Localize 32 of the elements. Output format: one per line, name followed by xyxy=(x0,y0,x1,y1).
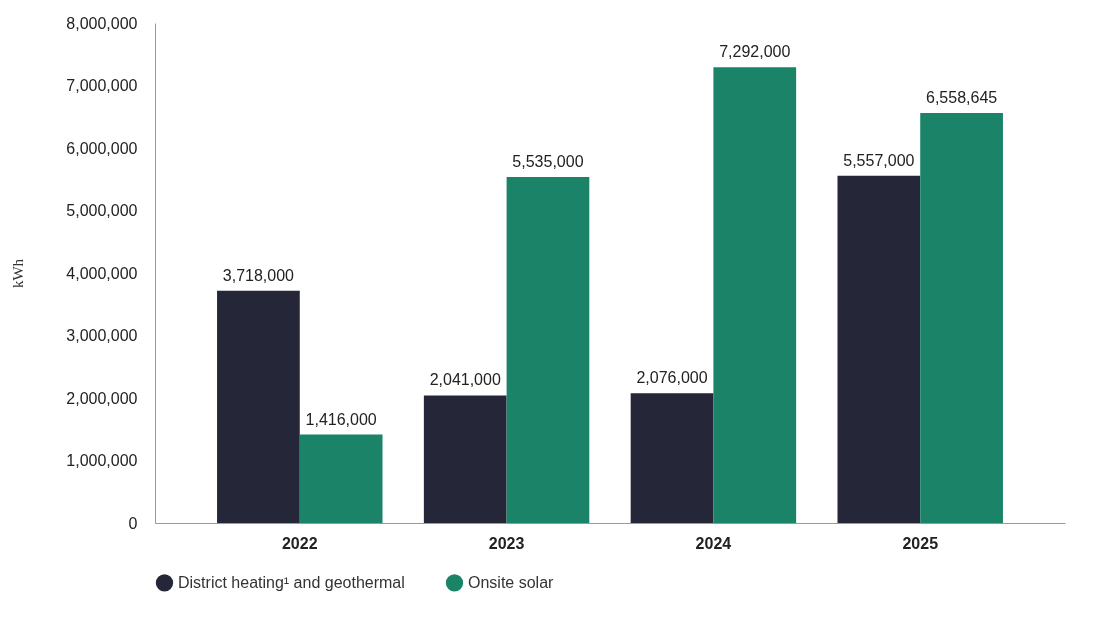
y-tick-label: 5,000,000 xyxy=(66,202,138,219)
bar xyxy=(299,434,383,523)
y-axis-title: kWh xyxy=(10,258,27,289)
data-label: 6,558,645 xyxy=(926,89,998,107)
x-tick-label: 2022 xyxy=(281,534,318,552)
x-tick-label: 2024 xyxy=(695,534,732,552)
y-tick-label: 4,000,000 xyxy=(66,264,138,282)
y-tick-label: 3,000,000 xyxy=(66,327,138,344)
bar xyxy=(630,393,714,523)
data-label: 5,557,000 xyxy=(843,151,915,169)
y-tick-label: 6,000,000 xyxy=(66,139,138,157)
data-label: 7,292,000 xyxy=(719,43,791,61)
y-tick-label: 2,000,000 xyxy=(66,389,138,407)
data-label: 5,535,000 xyxy=(512,153,584,171)
bar xyxy=(837,175,921,523)
y-tick-label: 8,000,000 xyxy=(66,14,138,32)
data-label: 3,718,000 xyxy=(222,266,295,284)
bar xyxy=(506,177,590,523)
x-tick-label: 2023 xyxy=(488,534,525,552)
y-tick-label: 7,000,000 xyxy=(66,77,138,94)
data-label: 1,416,000 xyxy=(305,410,377,428)
bar xyxy=(920,113,1003,523)
bar xyxy=(217,290,300,523)
data-label: 2,076,000 xyxy=(636,369,708,387)
bar xyxy=(713,67,797,523)
x-tick-label: 2025 xyxy=(902,534,939,552)
legend-label: Onsite solar xyxy=(468,573,555,591)
data-label: 2,041,000 xyxy=(429,371,501,389)
y-tick-label: 0 xyxy=(128,514,138,532)
y-tick-label: 1,000,000 xyxy=(66,452,138,469)
legend-label: District heating¹ and geothermal xyxy=(178,573,405,591)
bar xyxy=(423,395,507,523)
